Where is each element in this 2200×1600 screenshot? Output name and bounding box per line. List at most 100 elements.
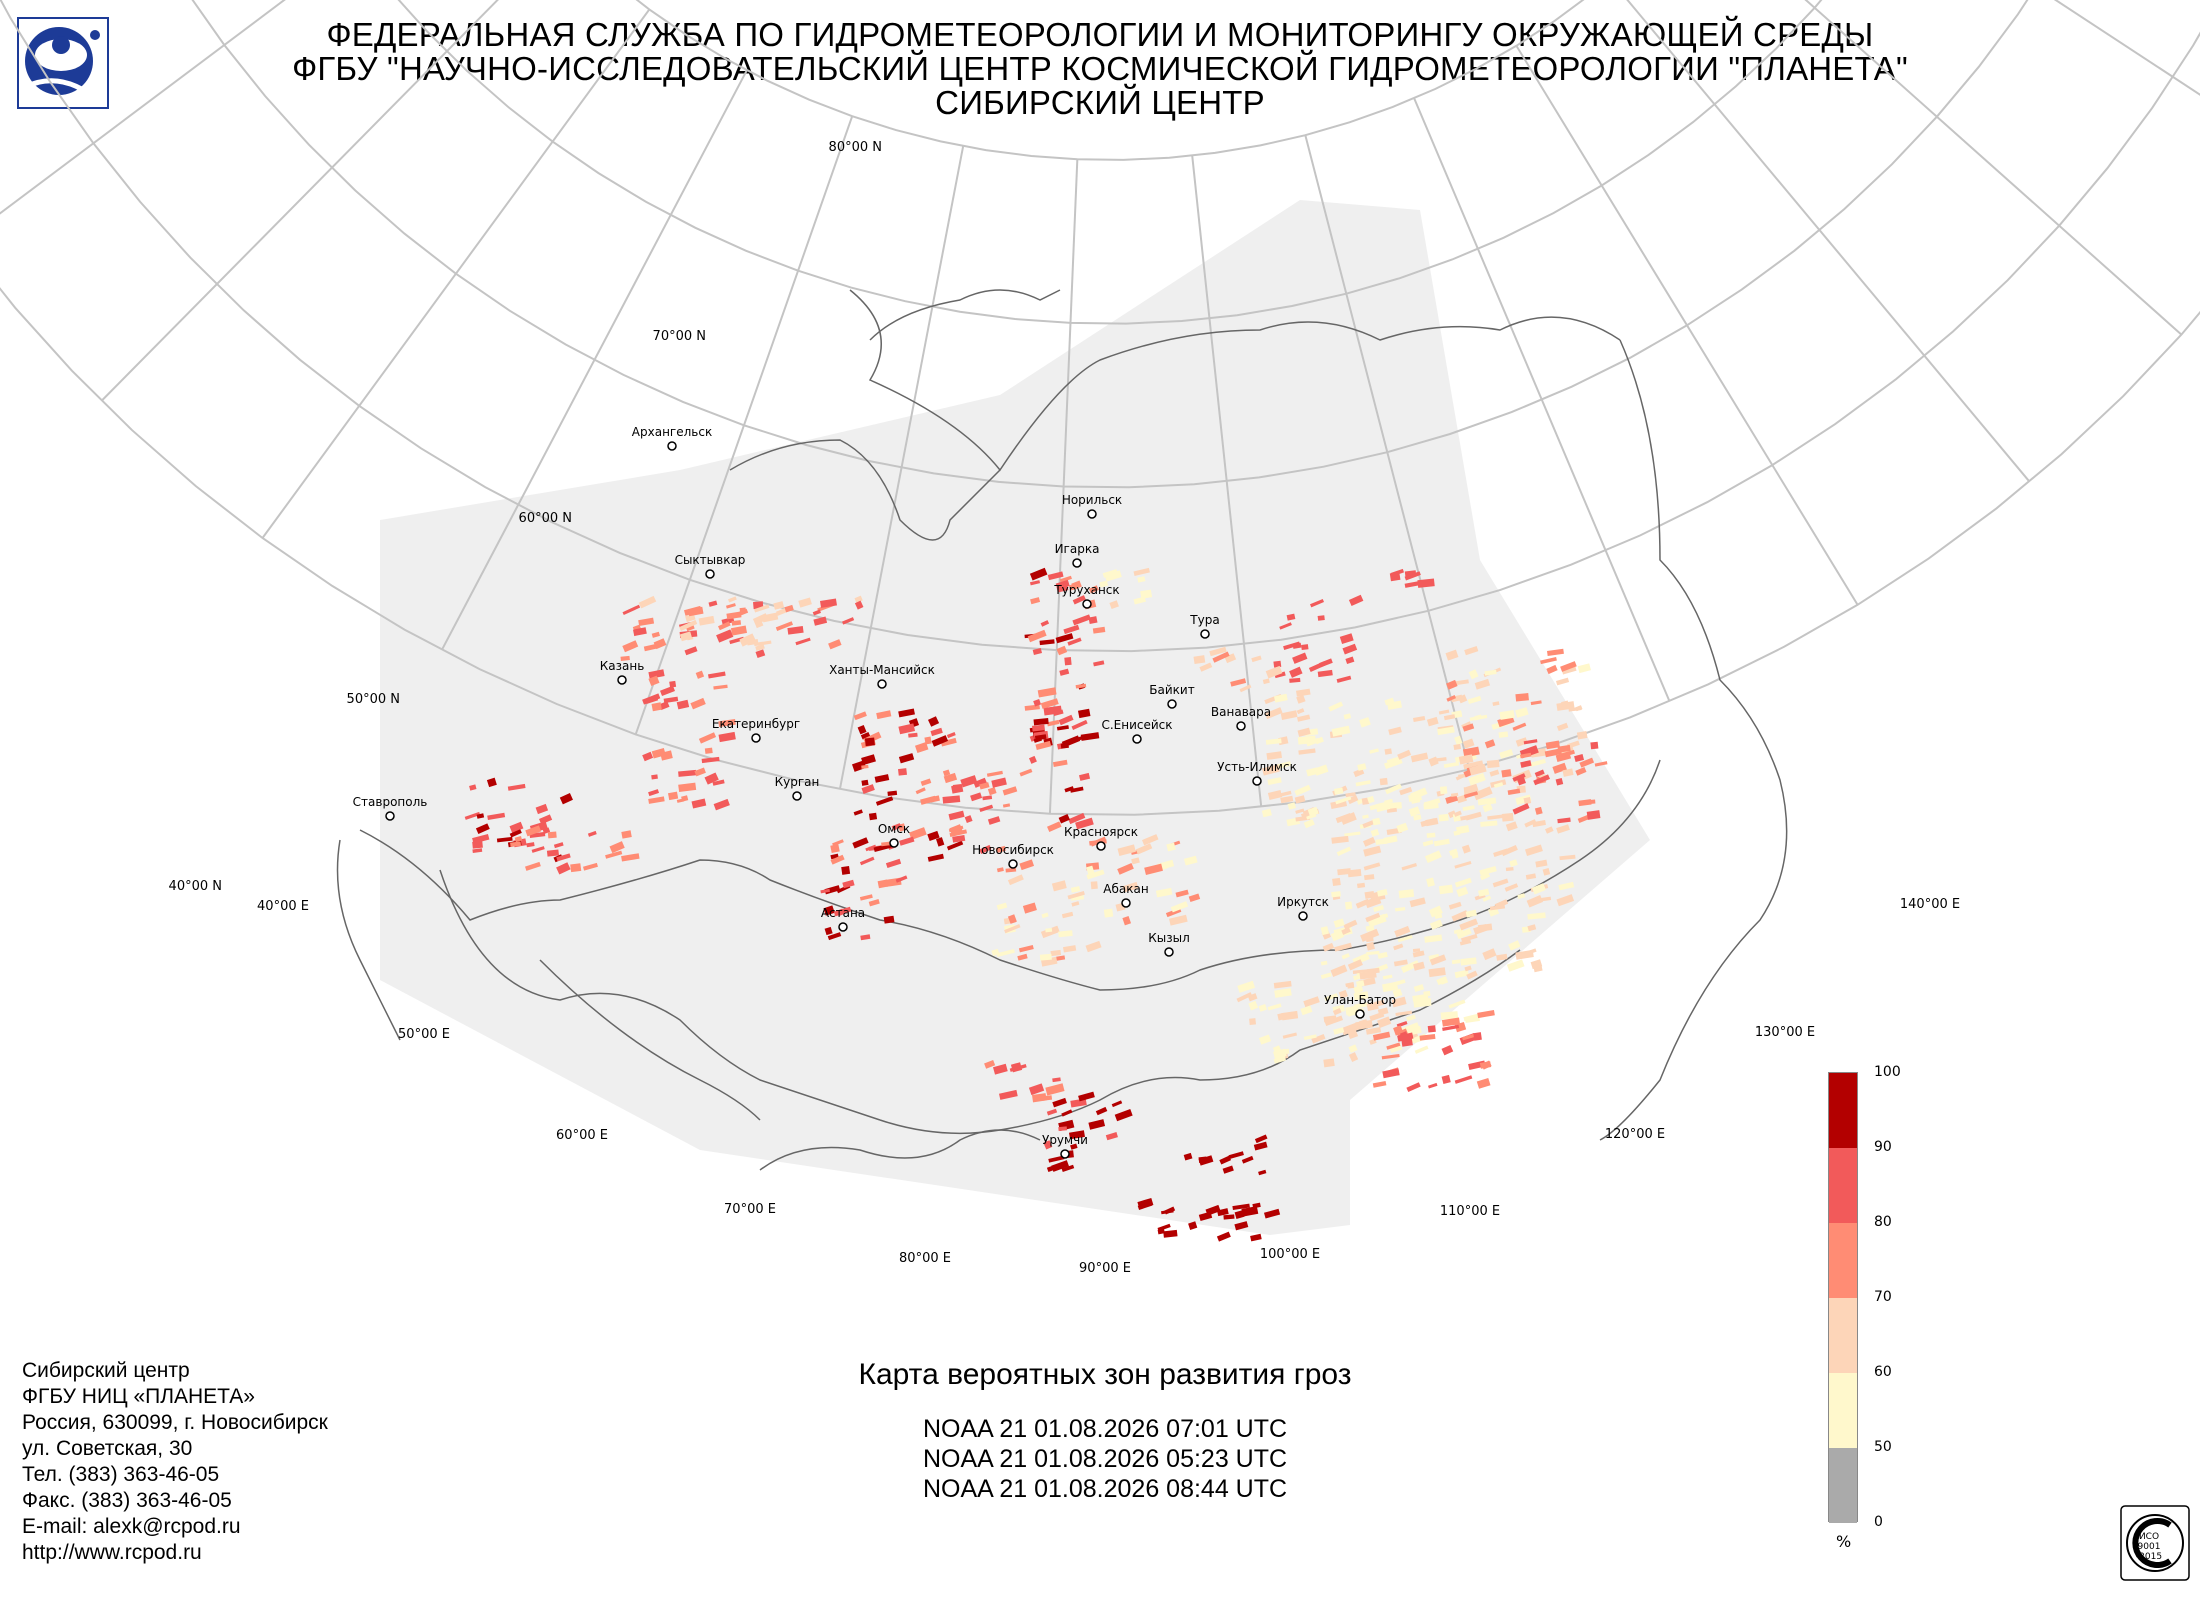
storm-cell — [1078, 772, 1091, 781]
contact-line[interactable]: E-mail: alexk@rcpod.ru — [22, 1515, 241, 1538]
storm-cell — [1030, 597, 1041, 605]
storm-cell — [1450, 792, 1459, 797]
storm-cell — [1422, 839, 1434, 847]
storm-cell — [1250, 1233, 1262, 1242]
storm-cell — [1114, 1108, 1133, 1122]
storm-cell — [842, 879, 855, 889]
storm-cell — [1320, 972, 1332, 979]
storm-cell — [1169, 914, 1188, 926]
storm-cell — [669, 680, 677, 688]
storm-cell — [1417, 578, 1435, 588]
storm-cell — [1365, 924, 1375, 932]
storm-cell — [1594, 761, 1608, 767]
storm-cell — [1045, 928, 1053, 933]
storm-cell — [1531, 883, 1546, 895]
storm-cell — [1400, 960, 1420, 973]
parallel-arc — [0, 0, 2200, 653]
storm-cell — [1515, 737, 1528, 747]
longitude-label: 70°00 E — [724, 1202, 776, 1217]
legend-color-segment — [1829, 1223, 1857, 1298]
city-marker — [1121, 898, 1131, 908]
storm-cell — [1441, 1044, 1454, 1056]
storm-cell — [1397, 935, 1413, 943]
storm-cell — [1103, 908, 1114, 918]
storm-cell — [1265, 738, 1282, 745]
longitude-label: 50°00 E — [398, 1027, 450, 1042]
storm-cell — [679, 619, 698, 632]
svg-text:9001: 9001 — [2138, 1542, 2161, 1552]
storm-cell — [1496, 953, 1508, 961]
storm-cell — [1512, 773, 1526, 782]
storm-cell — [1267, 790, 1283, 801]
storm-cell — [1413, 814, 1422, 821]
storm-cell — [1099, 580, 1109, 588]
storm-cell — [1505, 821, 1518, 832]
storm-cell — [931, 735, 949, 747]
storm-cell — [1067, 637, 1082, 646]
storm-cell — [1070, 1143, 1078, 1150]
storm-cell — [1433, 838, 1450, 847]
storm-cell — [1395, 1010, 1413, 1017]
parallel-arc — [635, 0, 1585, 161]
storm-cell — [668, 791, 679, 801]
storm-cell — [875, 796, 894, 806]
storm-cell — [1262, 678, 1270, 685]
storm-cell — [1072, 614, 1091, 626]
storm-cell — [1529, 758, 1546, 768]
city-marker — [1252, 776, 1262, 786]
storm-cell — [1093, 660, 1105, 667]
contact-block: Сибирский центр ФГБУ НИЦ «ПЛАНЕТА» Россия,… — [22, 1358, 328, 1566]
storm-cell — [708, 600, 718, 607]
storm-cell — [1365, 1026, 1382, 1035]
longitude-label: 130°00 E — [1755, 1025, 1815, 1040]
storm-cell — [1392, 988, 1403, 998]
storm-cell — [1332, 877, 1341, 887]
storm-cell — [1517, 893, 1526, 899]
storm-cell — [898, 753, 915, 764]
storm-cell — [1375, 838, 1388, 845]
city-label: Игарка — [1055, 542, 1100, 556]
storm-cell — [1032, 647, 1042, 655]
storm-cell — [1362, 819, 1375, 829]
contact-line[interactable]: http://www.rcpod.ru — [22, 1541, 202, 1564]
storm-cell — [877, 879, 889, 889]
storm-cell — [535, 803, 549, 815]
storm-cell — [1322, 942, 1335, 952]
storm-cell — [1473, 923, 1488, 935]
storm-cell — [1341, 953, 1350, 960]
storm-cell — [1474, 678, 1491, 690]
legend-tick-label: 70 — [1874, 1289, 1892, 1305]
storm-cell — [1264, 1208, 1281, 1219]
storm-cell — [1382, 974, 1393, 980]
longitude-label: 110°00 E — [1440, 1204, 1500, 1219]
storm-cell — [1461, 844, 1471, 854]
storm-cell — [1353, 768, 1365, 778]
storm-cell — [1034, 734, 1047, 741]
storm-cell — [899, 836, 915, 846]
storm-cell — [1338, 989, 1348, 999]
storm-cell — [570, 863, 582, 873]
storm-cell — [704, 772, 719, 785]
storm-cell — [1482, 803, 1493, 813]
storm-cell — [1004, 924, 1021, 934]
storm-cell — [920, 778, 932, 787]
storm-cell — [824, 926, 833, 936]
storm-cell — [1366, 941, 1375, 951]
storm-cell — [1308, 661, 1327, 673]
storm-cell — [739, 633, 756, 647]
storm-cell — [1041, 912, 1049, 919]
storm-cell — [514, 835, 523, 843]
contact-line: Тел. (383) 363-46-05 — [22, 1463, 220, 1486]
storm-cell — [1183, 855, 1198, 866]
storm-cell — [1059, 575, 1072, 583]
storm-cell — [1454, 861, 1472, 869]
storm-cell — [712, 779, 725, 786]
storm-cell — [1117, 844, 1136, 857]
storm-cell — [1032, 724, 1045, 732]
storm-cell — [1560, 661, 1577, 672]
city-marker — [1167, 699, 1177, 709]
storm-cell — [1030, 580, 1041, 586]
storm-cell — [1199, 662, 1213, 672]
city-label: Сыктывкар — [675, 553, 746, 567]
